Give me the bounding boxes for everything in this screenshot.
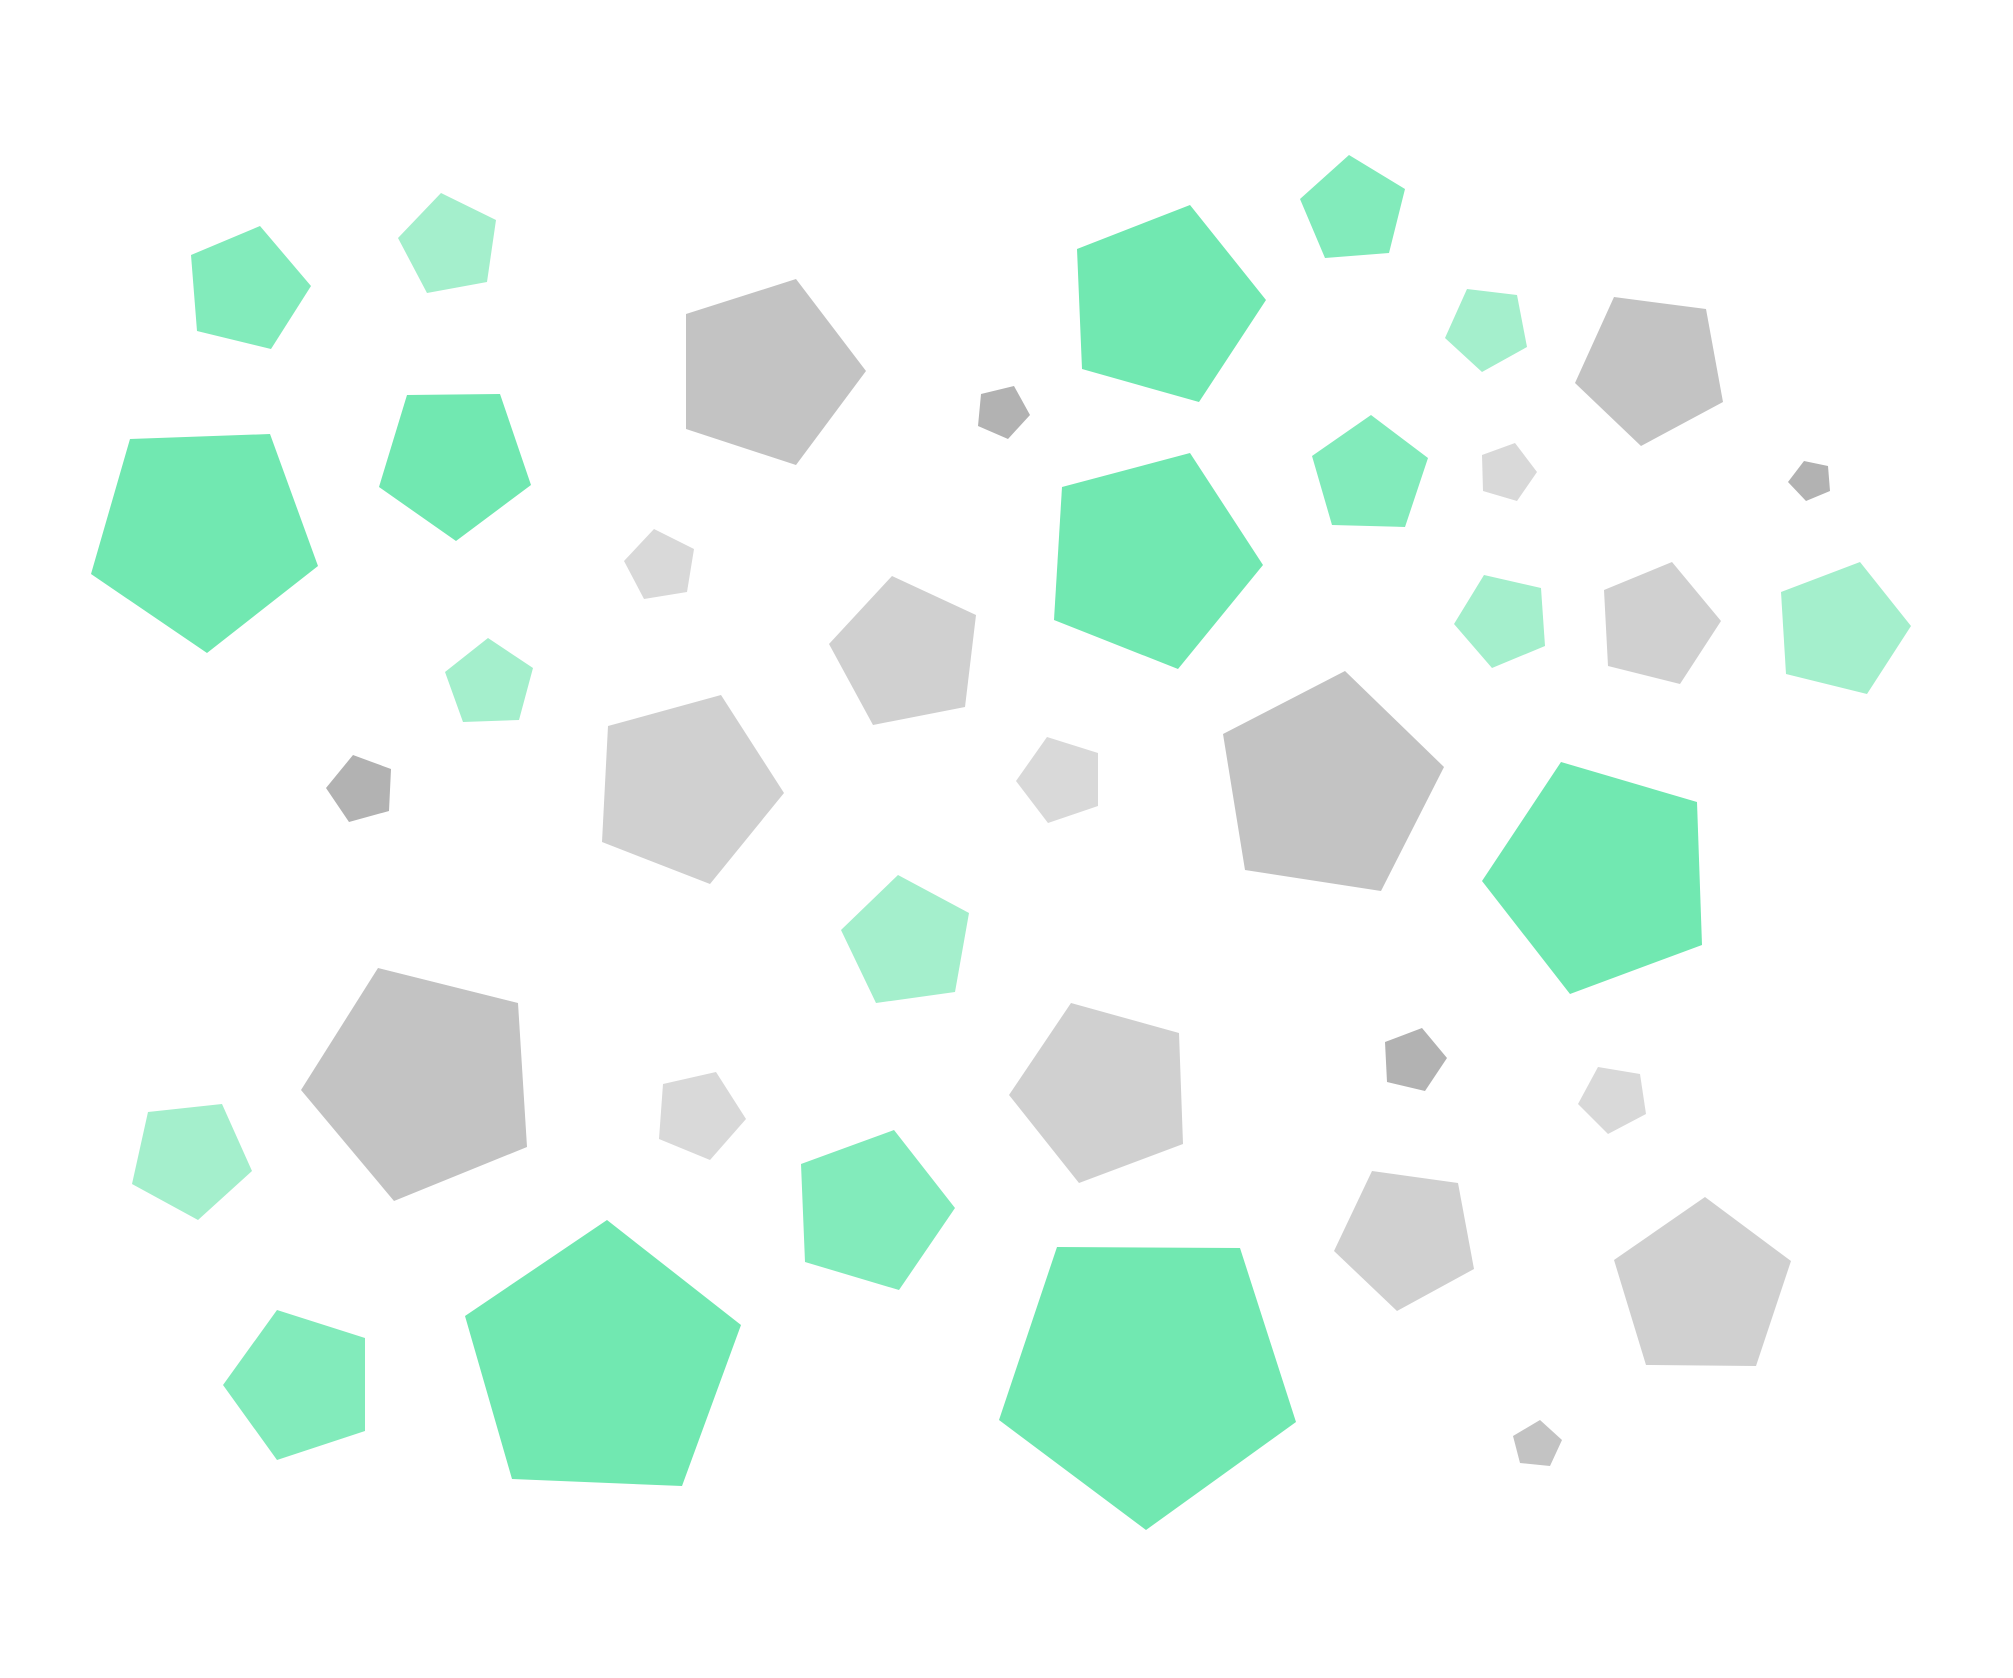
pentagon-gray-p27 bbox=[301, 968, 527, 1201]
pentagon-green-light-p7 bbox=[1445, 289, 1527, 372]
pentagon-gray-lightest-p32 bbox=[1578, 1067, 1646, 1134]
pentagon-green-medium-p14 bbox=[1312, 415, 1428, 527]
pentagon-gray-p39 bbox=[1513, 1420, 1562, 1466]
pentagon-green-p10 bbox=[379, 394, 531, 541]
pentagon-gray-dark-p4 bbox=[978, 386, 1030, 439]
pentagon-green-p36 bbox=[465, 1220, 741, 1486]
pentagon-gray-dark-p16 bbox=[1788, 461, 1830, 501]
pentagon-gray-light-p22 bbox=[602, 695, 784, 884]
pentagon-gray-light-p12 bbox=[829, 576, 976, 725]
pentagon-gray-light-p28 bbox=[1009, 1003, 1183, 1183]
pentagon-green-p13 bbox=[1054, 453, 1263, 669]
pentagon-green-light-p17 bbox=[1454, 575, 1545, 668]
pentagon-gray-dark-p21 bbox=[326, 755, 391, 822]
pentagon-gray-lightest-p15 bbox=[1482, 443, 1537, 501]
pentagon-green-light-p30 bbox=[132, 1104, 252, 1220]
pentagon-green-medium-p6 bbox=[1300, 155, 1405, 258]
pentagon-gray-light-p34 bbox=[1334, 1171, 1474, 1311]
pentagon-gray-p3 bbox=[686, 279, 866, 465]
pentagon-green-light-p2 bbox=[398, 193, 496, 293]
pentagon-gray-lightest-p31 bbox=[659, 1072, 746, 1160]
pentagon-gray-lightest-p11 bbox=[624, 529, 694, 599]
pentagon-gray-dark-p29 bbox=[1385, 1028, 1447, 1091]
pentagon-green-medium-p1 bbox=[191, 226, 311, 349]
pentagon-green-light-p20 bbox=[445, 638, 533, 722]
pentagon-green-medium-p35 bbox=[223, 1310, 365, 1460]
pentagon-gray-p8 bbox=[1575, 297, 1723, 446]
pentagon-green-light-p26 bbox=[841, 875, 969, 1003]
pentagon-green-medium-p33 bbox=[801, 1130, 955, 1290]
pentagon-gray-lightest-p23 bbox=[1016, 737, 1098, 823]
pentagon-green-p25 bbox=[1482, 762, 1702, 994]
pentagon-green-p37 bbox=[999, 1247, 1296, 1530]
pentagon-green-p5 bbox=[1077, 205, 1266, 402]
pentagon-green-p9 bbox=[91, 434, 318, 653]
pentagon-green-light-p19 bbox=[1781, 562, 1911, 694]
pentagon-gray-p24 bbox=[1223, 671, 1444, 891]
pentagon-gray-light-p38 bbox=[1614, 1197, 1791, 1366]
pentagon-gray-light-p18 bbox=[1604, 562, 1721, 684]
